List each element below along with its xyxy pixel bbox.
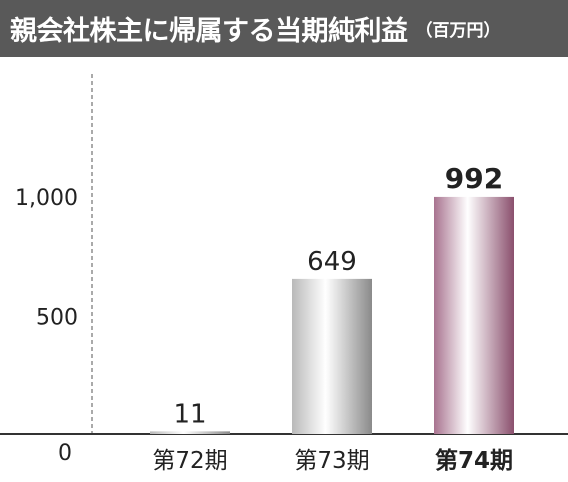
y-tick-labels: 0 500 1,000 — [15, 186, 78, 466]
y-tick-label: 500 — [36, 306, 78, 331]
chart-unit: （百万円） — [415, 21, 501, 41]
bar-3 — [434, 196, 514, 434]
value-labels: 11 649 992 — [173, 162, 503, 429]
data-label: 992 — [445, 162, 503, 195]
x-tick-label: 第74期 — [435, 447, 513, 474]
data-label: 11 — [173, 399, 206, 429]
bar-2 — [292, 278, 372, 434]
bar-chart: 0 500 1,000 11 649 992 第72期 第73期 第74期 — [0, 74, 568, 474]
x-tick-label: 第73期 — [294, 448, 369, 474]
x-tick-labels: 第72期 第73期 第74期 — [152, 447, 513, 474]
chart-title-bar: 親会社株主に帰属する当期純利益 （百万円） — [0, 0, 568, 57]
y-tick-label: 1,000 — [15, 186, 78, 211]
bars — [150, 196, 514, 434]
x-tick-label: 第72期 — [152, 448, 227, 474]
data-label: 649 — [307, 247, 357, 277]
chart-title: 親会社株主に帰属する当期純利益 — [10, 16, 408, 47]
bar-1 — [150, 431, 230, 434]
y-tick-label: 0 — [58, 441, 72, 466]
